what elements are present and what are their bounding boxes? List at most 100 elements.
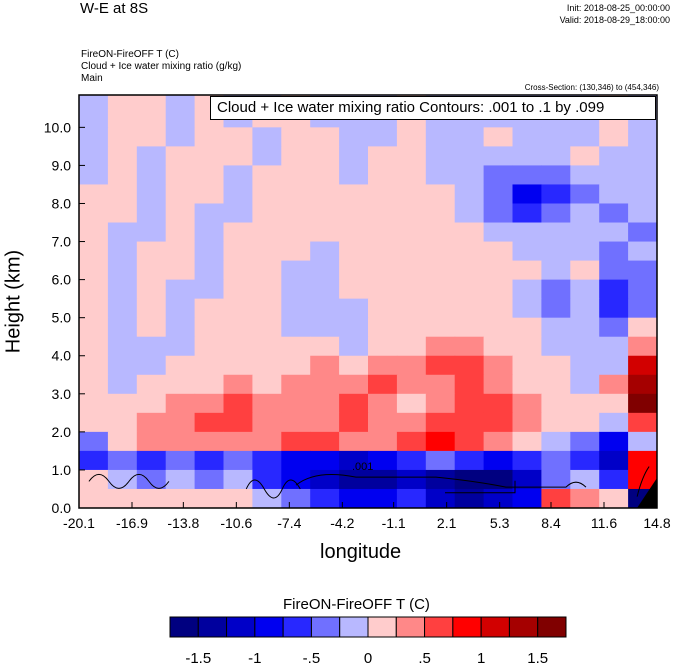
heatmap-cell [512,260,542,281]
x-tick-label: -16.9 [116,515,148,531]
heatmap-cell [339,127,369,147]
heatmap-cell [454,203,485,224]
heatmap-cell [310,184,340,204]
heatmap-cell [368,222,398,243]
heatmap-cell [339,222,369,243]
heatmap-cell [512,412,542,433]
heatmap-cell [252,431,282,452]
heatmap-cell [223,355,253,376]
heatmap-cell [136,222,167,243]
heatmap-cell [396,222,427,243]
heatmap-cell [281,431,311,452]
heatmap-cell [136,203,167,224]
heatmap-cell [136,488,167,509]
heatmap-cell [281,165,311,185]
heatmap-cell [107,279,138,300]
heatmap-cell [281,298,311,319]
heatmap-cell [396,203,427,224]
heatmap-cell [396,146,427,166]
heatmap-cell [599,450,629,471]
heatmap-cell [339,450,369,471]
heatmap-cell [570,241,600,262]
heatmap-cell [396,431,427,452]
heatmap-cell [252,450,282,471]
heatmap-cell [223,336,253,357]
heatmap-cell [223,412,253,433]
heatmap-cell [136,260,167,281]
colorbar-label: -.5 [303,650,321,667]
heatmap-cell [281,241,311,262]
heatmap-cell [541,279,571,300]
heatmap-cell [483,355,513,376]
heatmap-cell [599,298,629,319]
heatmap-cell [628,279,658,300]
heatmap-cell [339,393,369,414]
heatmap-cell [79,469,109,490]
heatmap-cell [570,336,600,357]
heatmap-cell [454,222,485,243]
heatmap-cell [339,412,369,433]
heatmap-cell [252,412,282,433]
heatmap-cell [136,317,167,338]
heatmap-cell [541,203,571,224]
heatmap-cell [310,488,340,509]
heatmap-cell [628,222,658,243]
heatmap-cell [368,260,398,281]
heatmap-cell [310,412,340,433]
heatmap-cell [570,469,600,490]
heatmap-cell [165,488,196,509]
heatmap-cell [107,298,138,319]
colorbar-box [537,616,567,638]
heatmap-cell [79,108,109,128]
heatmap-cell [396,336,427,357]
colorbar-label: 1 [477,650,485,667]
colorbar-label: -1.5 [185,650,211,667]
heatmap-cell [136,108,167,128]
heatmap-cell [194,241,224,262]
cross-section-label: Cross-Section: (130,346) to (454,346) [524,83,659,92]
heatmap-cell [165,260,196,281]
heatmap-cell [281,488,311,509]
heatmap-cell [599,336,629,357]
heatmap-cell [107,393,138,414]
heatmap-cell [396,298,427,319]
heatmap-cell [396,469,427,490]
heatmap-cell [570,127,600,147]
heatmap-cell [194,374,224,395]
x-tick-label: -20.1 [63,515,95,531]
heatmap-cell [136,469,167,490]
heatmap-cell [368,298,398,319]
heatmap-cell [136,241,167,262]
heatmap-cell [252,127,282,147]
heatmap-cell [396,374,427,395]
heatmap-cell [396,355,427,376]
heatmap-cell [281,203,311,224]
heatmap-cell [570,279,600,300]
x-tick-label: 11.6 [591,515,617,531]
y-axis-label: Height (km) [2,249,25,354]
heatmap-cell [252,298,282,319]
heatmap-cell [310,469,340,490]
heatmap-cell [165,95,196,109]
heatmap-cell [541,431,571,452]
heatmap-cell [425,393,456,414]
heatmap-cell [541,488,571,509]
colorbar-label: 0 [364,650,372,667]
heatmap-cell [512,165,542,185]
heatmap-cell [483,393,513,414]
heatmap-cell [107,260,138,281]
heatmap-cell [107,374,138,395]
heatmap-cell [599,488,629,509]
colorbar-box [395,616,426,638]
colorbar-box [226,616,256,638]
heatmap-cell [79,203,109,224]
heatmap-cell [368,374,398,395]
heatmap-cell [368,127,398,147]
heatmap-cell [310,336,340,357]
heatmap-cell [310,279,340,300]
heatmap-cell [570,450,600,471]
heatmap-cell [628,336,658,357]
heatmap-cell [512,298,542,319]
heatmap-cell [599,184,629,204]
heatmap-cell [483,203,513,224]
